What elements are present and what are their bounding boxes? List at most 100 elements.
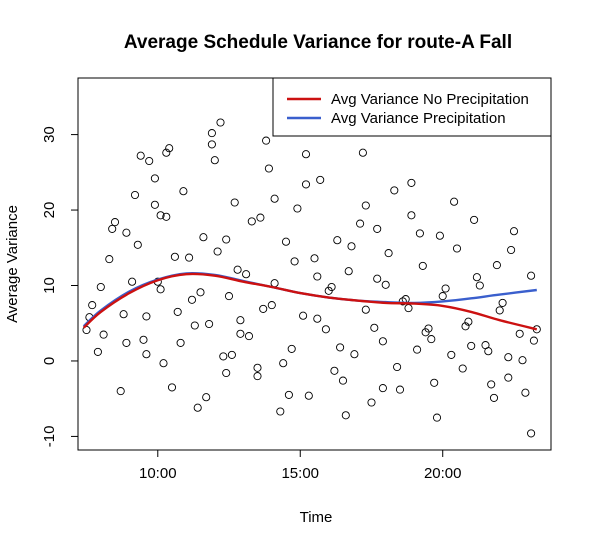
data-point	[119, 310, 128, 319]
data-point	[207, 129, 216, 138]
data-point	[156, 285, 165, 294]
data-point	[393, 362, 402, 372]
data-point	[398, 297, 407, 306]
data-point	[207, 140, 216, 149]
data-point	[441, 284, 450, 293]
data-point	[122, 338, 131, 347]
data-point	[270, 194, 279, 203]
data-point	[136, 151, 145, 160]
data-point	[367, 398, 376, 407]
data-point	[130, 190, 140, 200]
data-point	[122, 228, 131, 237]
data-point	[404, 304, 413, 313]
legend: Avg Variance No Precipitation Avg Varian…	[272, 77, 552, 137]
data-point	[324, 286, 333, 295]
data-point	[222, 235, 231, 244]
data-point	[344, 267, 353, 276]
data-point	[99, 330, 108, 339]
data-point	[527, 271, 536, 280]
data-point	[336, 343, 345, 352]
data-point	[529, 336, 538, 345]
data-point	[167, 383, 177, 392]
data-point	[179, 187, 188, 196]
y-tick-label: -10	[41, 426, 58, 448]
x-tick-label: 15:00	[281, 465, 319, 482]
data-point	[259, 304, 268, 313]
legend-label-precip: Avg Variance Precipitation	[331, 110, 506, 127]
data-point	[142, 350, 151, 359]
data-point	[498, 298, 507, 307]
data-point	[313, 314, 322, 323]
data-point	[233, 265, 242, 274]
data-point	[521, 388, 530, 397]
data-point	[415, 229, 424, 238]
data-point	[176, 338, 185, 347]
data-point	[108, 224, 117, 233]
legend-box	[272, 77, 552, 137]
data-point	[475, 281, 484, 290]
data-point	[452, 244, 462, 253]
data-point	[162, 148, 171, 157]
data-point	[162, 212, 171, 221]
data-point	[472, 273, 481, 282]
data-point	[196, 288, 205, 297]
data-point	[413, 345, 422, 354]
data-point	[159, 359, 168, 368]
data-point	[267, 301, 276, 310]
data-point	[96, 282, 105, 292]
data-point	[185, 253, 194, 262]
data-point	[128, 277, 137, 286]
data-point	[378, 337, 387, 346]
data-point	[487, 380, 496, 389]
legend-label-no-precip: Avg Variance No Precipitation	[331, 91, 529, 108]
data-point	[438, 292, 447, 301]
data-point	[361, 201, 370, 210]
data-point	[504, 373, 513, 382]
data-point	[347, 242, 356, 251]
data-point	[236, 329, 245, 338]
data-point	[224, 292, 234, 301]
data-point	[133, 240, 142, 249]
data-point	[264, 164, 273, 173]
scatter-points	[82, 118, 541, 438]
data-point	[341, 411, 350, 420]
data-point	[230, 198, 239, 207]
data-point	[173, 307, 182, 316]
data-point	[205, 319, 214, 329]
data-point	[509, 227, 519, 236]
data-point	[461, 322, 470, 331]
data-point	[276, 407, 285, 416]
x-tick-label: 10:00	[139, 465, 177, 482]
data-point	[301, 150, 311, 159]
y-axis-label: Average Variance	[4, 205, 21, 323]
data-point	[489, 393, 499, 402]
data-point	[313, 272, 322, 281]
x-tick-label: 20:00	[424, 465, 462, 482]
data-point	[381, 280, 390, 289]
data-point	[373, 274, 382, 283]
data-point	[145, 156, 154, 166]
data-point	[116, 387, 125, 396]
data-point	[193, 403, 202, 412]
data-point	[222, 368, 231, 378]
data-point	[287, 344, 296, 353]
data-point	[210, 156, 219, 165]
data-point	[333, 236, 342, 245]
data-point	[150, 200, 159, 209]
data-point	[467, 341, 476, 350]
smoothed-lines	[82, 271, 538, 331]
data-point	[299, 311, 308, 320]
y-tick-label: 0	[41, 357, 58, 365]
data-point	[301, 180, 311, 189]
data-point	[378, 384, 387, 393]
data-point	[407, 178, 416, 187]
data-point	[253, 372, 262, 381]
data-point	[484, 347, 493, 356]
data-point	[244, 332, 254, 341]
data-point	[430, 378, 439, 387]
y-tick-label: 10	[41, 277, 58, 294]
data-point	[105, 255, 114, 264]
data-point	[504, 353, 513, 362]
data-point	[432, 413, 442, 422]
